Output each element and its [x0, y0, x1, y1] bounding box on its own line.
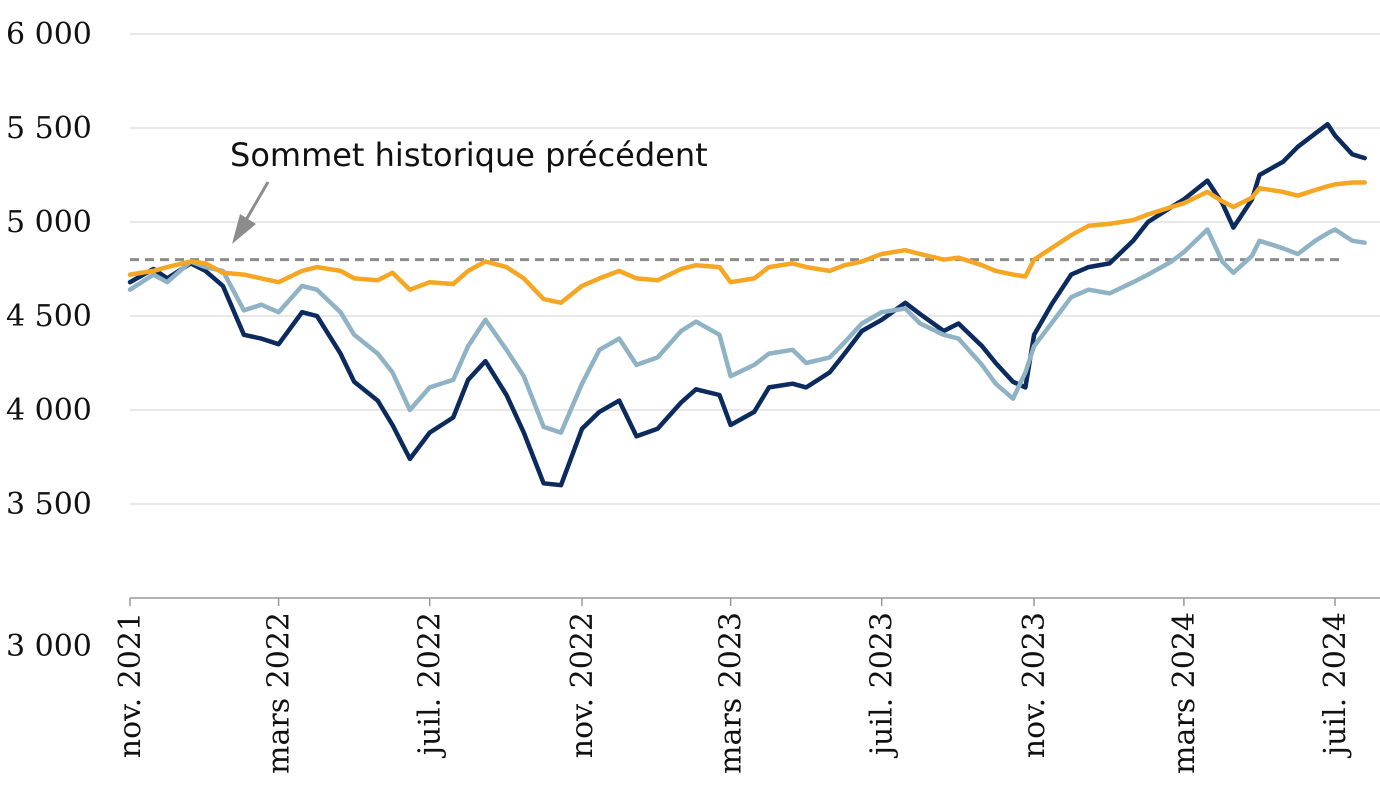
series-lines	[127, 121, 1367, 488]
x-tick-label: nov. 2022	[565, 612, 600, 758]
series-line-1	[127, 121, 1367, 488]
series-line-3	[127, 180, 1367, 306]
annotation-arrow	[232, 181, 270, 244]
y-tick-label: 5 000	[6, 205, 92, 240]
annotation-arrow-shaft	[244, 181, 270, 221]
x-tick-label: mars 2022	[262, 612, 297, 774]
annotation-label: Sommet historique précédent	[230, 136, 708, 174]
y-tick-label: 4 500	[6, 299, 92, 334]
y-tick-label: 5 500	[6, 111, 92, 146]
series-line-2	[127, 227, 1367, 435]
y-tick-label: 3 000	[6, 629, 92, 664]
x-tick-label: nov. 2023	[1017, 612, 1052, 758]
x-axis-tick-labels: nov. 2021 mars 2022 juil. 2022 nov. 2022 mar…	[113, 612, 1353, 774]
y-tick-label: 6 000	[6, 17, 92, 52]
y-axis-tick-labels: 3 000 3 500 4 000 4 500 5 000 5 500 6 000	[6, 17, 92, 664]
gridlines	[130, 33, 1380, 505]
x-tick-label: juil. 2024	[1318, 612, 1353, 758]
y-tick-label: 4 000	[6, 393, 92, 428]
x-tick-label: juil. 2023	[865, 612, 900, 758]
x-tick-label: mars 2023	[714, 612, 749, 774]
annotation-arrow-head	[232, 214, 256, 244]
x-tick-label: nov. 2021	[113, 612, 148, 758]
x-tick-label: juil. 2022	[413, 612, 448, 758]
y-tick-label: 3 500	[6, 487, 92, 522]
x-axis	[129, 597, 1380, 606]
x-tick-label: mars 2024	[1167, 612, 1202, 774]
